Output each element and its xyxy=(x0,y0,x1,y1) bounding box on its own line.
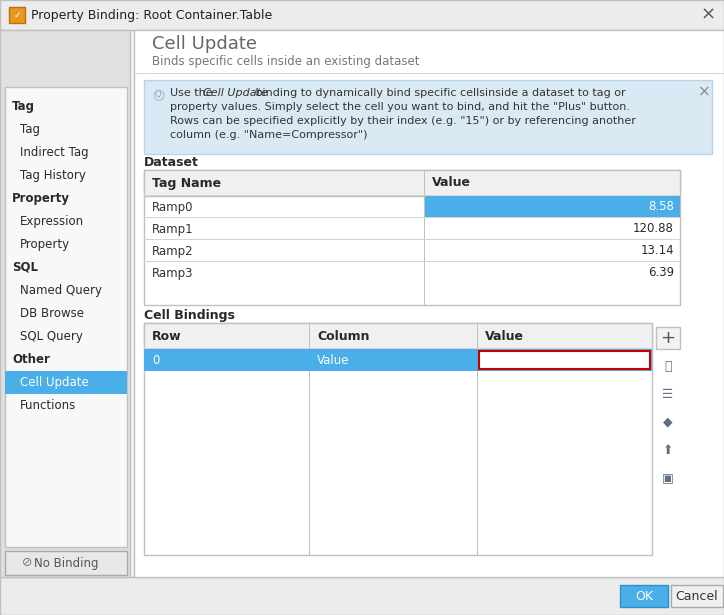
Text: Rows can be specified explicitly by their index (e.g. "15") or by referencing an: Rows can be specified explicitly by thei… xyxy=(170,116,636,126)
Text: ×: × xyxy=(698,84,710,100)
Text: Property Binding: Root Container.Table: Property Binding: Root Container.Table xyxy=(31,9,272,22)
Text: Named Query: Named Query xyxy=(20,284,102,297)
Bar xyxy=(144,217,680,218)
Bar xyxy=(144,348,652,349)
Text: ◆: ◆ xyxy=(663,416,673,429)
Text: column (e.g. "Name=Compressor"): column (e.g. "Name=Compressor") xyxy=(170,130,368,140)
Text: Binds specific cells inside an existing dataset: Binds specific cells inside an existing … xyxy=(152,55,419,68)
Text: ×: × xyxy=(700,6,715,24)
Bar xyxy=(144,239,680,240)
Text: No Binding: No Binding xyxy=(34,557,98,569)
Text: Cell Update: Cell Update xyxy=(20,376,89,389)
Text: Ramp3: Ramp3 xyxy=(152,266,193,279)
Text: Value: Value xyxy=(485,330,524,343)
Bar xyxy=(144,170,680,305)
Bar xyxy=(656,327,680,349)
Text: Cell Update: Cell Update xyxy=(152,35,257,53)
Text: ☰: ☰ xyxy=(662,387,673,400)
Bar xyxy=(425,196,680,218)
Bar xyxy=(144,195,680,196)
Bar xyxy=(671,585,723,607)
Text: Other: Other xyxy=(12,353,50,366)
Bar xyxy=(309,323,310,555)
Text: 6.39: 6.39 xyxy=(648,266,674,279)
Bar xyxy=(144,261,680,262)
Bar xyxy=(0,0,724,30)
Bar xyxy=(479,351,650,369)
Text: Dataset: Dataset xyxy=(144,156,199,169)
Text: Functions: Functions xyxy=(20,399,76,412)
Bar xyxy=(144,349,652,371)
Bar xyxy=(5,371,127,394)
Bar xyxy=(424,170,425,305)
Text: Q: Q xyxy=(155,90,161,98)
Text: DB Browse: DB Browse xyxy=(20,307,84,320)
Text: SQL: SQL xyxy=(12,261,38,274)
Bar xyxy=(0,577,724,615)
Text: Tag: Tag xyxy=(12,100,35,113)
Bar xyxy=(144,80,712,154)
Bar xyxy=(0,30,130,577)
Bar xyxy=(134,30,724,577)
Text: Value: Value xyxy=(317,354,350,367)
Text: ▣: ▣ xyxy=(662,472,674,485)
Bar xyxy=(5,87,127,547)
Text: Tag Name: Tag Name xyxy=(152,177,221,189)
Text: ✓: ✓ xyxy=(13,10,21,20)
Text: Column: Column xyxy=(317,330,369,343)
Text: Ramp1: Ramp1 xyxy=(152,223,193,236)
Text: Cancel: Cancel xyxy=(675,590,718,603)
Text: +: + xyxy=(660,329,675,347)
Text: ⬆: ⬆ xyxy=(662,443,673,456)
Text: Expression: Expression xyxy=(20,215,84,228)
Text: Cell Update: Cell Update xyxy=(203,88,268,98)
Text: binding to dynamically bind specific cellsinside a dataset to tag or: binding to dynamically bind specific cel… xyxy=(252,88,626,98)
Text: Tag: Tag xyxy=(20,123,40,136)
Text: 0: 0 xyxy=(152,354,159,367)
Text: Row: Row xyxy=(152,330,182,343)
Text: 13.14: 13.14 xyxy=(640,245,674,258)
Text: 120.88: 120.88 xyxy=(633,223,674,236)
Text: SQL Query: SQL Query xyxy=(20,330,83,343)
Text: 8.58: 8.58 xyxy=(648,200,674,213)
Text: ⊘: ⊘ xyxy=(22,557,33,569)
Bar xyxy=(9,7,25,23)
Text: Property: Property xyxy=(20,238,70,251)
Text: Ramp2: Ramp2 xyxy=(152,245,193,258)
Text: Use the: Use the xyxy=(170,88,216,98)
Text: Value: Value xyxy=(432,177,471,189)
Text: property values. Simply select the cell you want to bind, and hit the "Plus" but: property values. Simply select the cell … xyxy=(170,102,630,112)
Bar xyxy=(477,323,478,555)
Text: ○: ○ xyxy=(152,87,164,101)
Bar xyxy=(144,323,652,349)
Bar xyxy=(134,73,724,74)
Text: Cell Bindings: Cell Bindings xyxy=(144,309,235,322)
Text: Tag History: Tag History xyxy=(20,169,86,182)
Text: Indirect Tag: Indirect Tag xyxy=(20,146,88,159)
Bar xyxy=(144,323,652,555)
Text: Property: Property xyxy=(12,192,70,205)
Text: 🗑: 🗑 xyxy=(664,360,672,373)
Text: Ramp0: Ramp0 xyxy=(152,200,193,213)
Bar xyxy=(5,551,127,575)
Text: OK: OK xyxy=(635,590,653,603)
Bar xyxy=(144,170,680,196)
Bar xyxy=(620,585,668,607)
